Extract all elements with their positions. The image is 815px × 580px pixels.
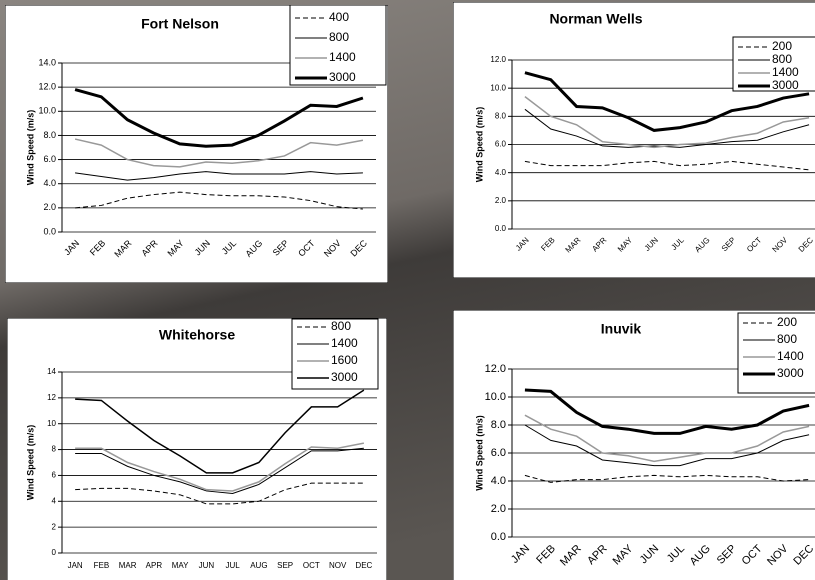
y-tick-label: 6.0 [495,140,507,149]
legend-label: 3000 [329,70,356,84]
legend-label: 800 [331,319,351,333]
y-tick-label: 0.0 [43,226,56,236]
legend-label: 1400 [772,65,799,79]
chart-panel: Inuvik Wind Speed (m/s) 0.0 2.0 4.0 6.0 8.0 10.… [453,310,815,580]
page: Fort Nelson Wind Speed (m/s) 0.0 2.0 4.0 6.0 8… [0,0,815,580]
y-tick-label: 12.0 [485,363,506,375]
x-tick-label: SEP [277,561,293,570]
y-tick-label: 6 [52,471,57,480]
chart-title: Whitehorse [159,327,235,343]
y-axis-label: Wind Speed (m/s) [25,110,35,185]
chart-content: Inuvik Wind Speed (m/s) 0.0 2.0 4.0 6.0 8.0 10.… [453,310,815,580]
legend-label: 3000 [772,78,799,92]
x-tick-label: JUL [226,561,241,570]
x-tick-label: JUN [199,561,215,570]
y-tick-label: 12.0 [38,82,56,92]
y-tick-label: 2.0 [43,202,56,212]
y-tick-label: 10.0 [38,106,56,116]
x-tick-label: NOV [329,561,347,570]
legend-label: 200 [777,315,797,329]
chart-title: Fort Nelson [141,16,219,32]
chart-content: Norman Wells Wind Speed (m/s) 0.0 2.0 4.0 6.0… [453,2,815,278]
legend-label: 800 [777,332,797,346]
y-tick-label: 0.0 [491,531,506,543]
legend-label: 1400 [329,50,356,64]
y-tick-label: 0 [52,548,57,557]
y-tick-label: 14.0 [38,57,56,67]
legend-label: 3000 [331,370,358,384]
legend-label: 3000 [777,366,804,380]
chart-panel: Fort Nelson Wind Speed (m/s) 0.0 2.0 4.0 6.0 8… [5,5,388,283]
x-tick-label: APR [146,561,163,570]
legend-label: 200 [772,39,792,53]
chart-title: Norman Wells [549,11,642,27]
y-tick-label: 8.0 [495,111,507,120]
y-tick-label: 8 [52,445,57,454]
y-tick-label: 12 [47,393,56,402]
y-tick-label: 2.0 [495,196,507,205]
chart-title: Inuvik [601,321,642,337]
x-tick-label: OCT [303,561,320,570]
y-tick-label: 8.0 [43,130,56,140]
x-tick-label: MAR [119,561,137,570]
y-tick-label: 2 [52,522,57,531]
y-tick-label: 10 [47,419,56,428]
legend-label: 1400 [777,349,804,363]
y-tick-label: 0.0 [495,224,507,233]
legend-label: 1600 [331,353,358,367]
y-tick-label: 10.0 [490,83,506,92]
y-tick-label: 12.0 [490,55,506,64]
x-tick-label: FEB [94,561,110,570]
y-tick-label: 4.0 [491,475,506,487]
chart-panel: Whitehorse Wind Speed (m/s) 0 2 4 6 8 10 12 14 JAN… [7,318,387,580]
y-tick-label: 4.0 [43,178,56,188]
y-tick-label: 6.0 [43,154,56,164]
y-axis-label: Wind Speed (m/s) [25,425,35,500]
x-tick-label: DEC [355,561,372,570]
y-tick-label: 14 [47,367,56,376]
legend-label: 800 [772,52,792,66]
y-tick-label: 8.0 [491,419,506,431]
chart-content: Fort Nelson Wind Speed (m/s) 0.0 2.0 4.0 6.0 8… [5,5,388,283]
y-axis-label: Wind Speed (m/s) [474,415,484,490]
y-tick-label: 6.0 [491,447,506,459]
y-axis-label: Wind Speed (m/s) [474,107,484,182]
x-tick-label: AUG [250,561,267,570]
y-tick-label: 10.0 [485,391,506,403]
legend-label: 800 [329,30,349,44]
legend-label: 1400 [331,336,358,350]
chart-collage: Fort Nelson Wind Speed (m/s) 0.0 2.0 4.0 6.0 8… [0,0,815,580]
y-tick-label: 4.0 [495,168,507,177]
legend-label: 400 [329,10,349,24]
y-tick-label: 2.0 [491,503,506,515]
x-tick-label: MAY [172,561,189,570]
chart-panel: Norman Wells Wind Speed (m/s) 0.0 2.0 4.0 6.0… [453,2,815,278]
chart-content: Whitehorse Wind Speed (m/s) 0 2 4 6 8 10 12 14 JAN… [7,318,387,580]
y-tick-label: 4 [52,496,57,505]
x-tick-label: JAN [68,561,83,570]
